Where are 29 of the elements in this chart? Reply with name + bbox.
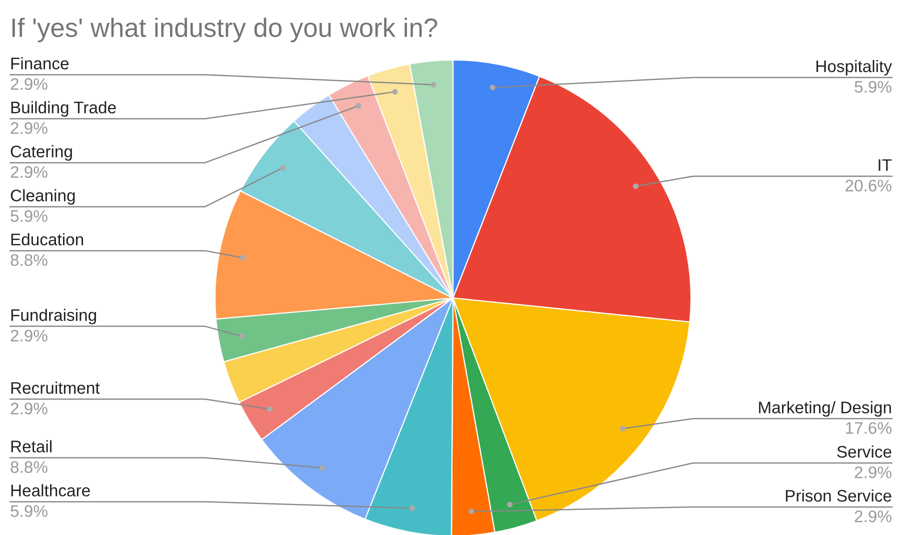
slice-label: Building Trade [11,101,116,117]
data-label: 5.9% [10,505,48,517]
slice-label: Service [837,445,892,458]
slice-label: Hospitality [816,60,892,76]
slice-label: Catering [10,145,72,161]
slice-label: Marketing/ Design [759,401,891,417]
slice-label: Prison Service [786,489,892,502]
data-label: 2.9% [10,122,48,134]
data-label: 2.9% [10,78,48,90]
data-label: 17.6% [846,422,892,434]
data-label: 20.6% [846,180,892,192]
slice-label: Finance [11,57,69,70]
slice-label: Cleaning [10,189,75,205]
slice-label: Recruitment [11,382,100,394]
chart-title: If 'yes' what industry do you work in? [12,18,438,42]
slice-label: IT [878,159,892,171]
data-label: 8.8% [10,461,48,473]
slice-label: Retail [11,440,52,452]
data-label: 2.9% [854,466,892,478]
data-label: 2.9% [10,402,48,414]
data-label: 2.9% [10,330,48,342]
data-label: 5.9% [10,210,48,222]
data-label: 5.9% [854,80,892,93]
data-label: 2.9% [10,166,48,178]
slice-label: Healthcare [11,484,90,496]
slice-label: Education [11,233,84,246]
data-label: 8.8% [10,254,48,266]
data-label: 2.9% [854,510,892,522]
slice-label: Fundraising [11,308,96,324]
